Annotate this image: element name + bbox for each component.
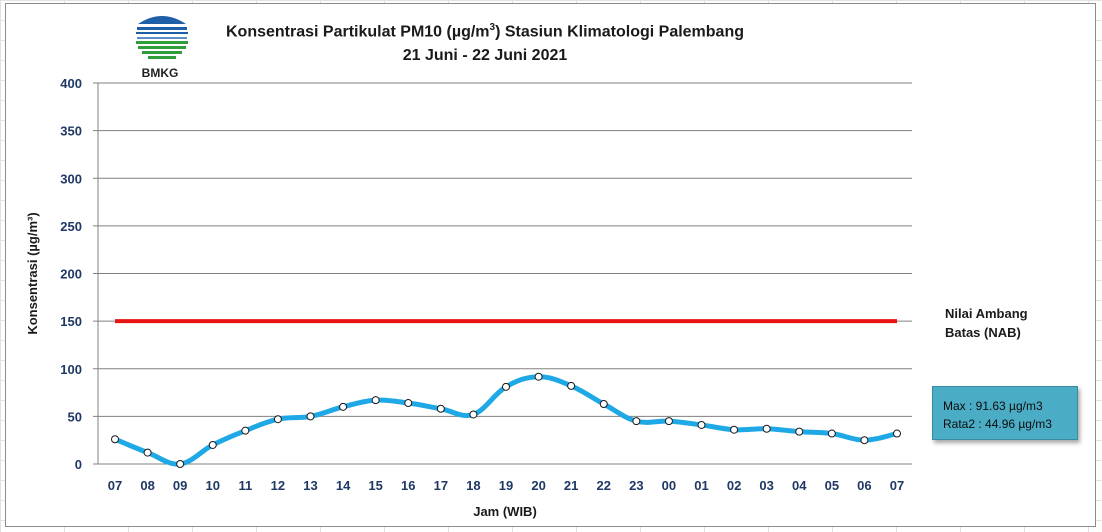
x-tick-label: 14 (336, 478, 351, 493)
title-tail: ) Stasiun Klimatologi Palembang (495, 23, 744, 41)
data-point (241, 426, 250, 435)
y-tick-label: 0 (75, 457, 82, 472)
y-tick-label: 300 (60, 171, 82, 186)
data-point (534, 372, 543, 381)
data-point (306, 412, 315, 421)
logo-text: BMKG (141, 66, 179, 80)
data-point (632, 417, 641, 426)
stats-box: Max : 91.63 µg/m3 Rata2 : 44.96 µg/m3 (932, 386, 1078, 440)
data-point (371, 396, 380, 405)
data-point (176, 460, 185, 468)
x-tick-label: 07 (108, 478, 122, 493)
data-point (827, 429, 836, 438)
title-superscript: 3 (489, 22, 496, 33)
chart-subtitle: 21 Juni - 22 Juni 2021 (402, 47, 568, 64)
data-point (860, 436, 869, 445)
data-point (730, 425, 739, 434)
title-main: Konsentrasi Partikulat PM10 (µg/m (226, 23, 490, 41)
x-tick-label: 22 (597, 478, 611, 493)
y-tick-label: 200 (60, 267, 82, 282)
data-point (339, 402, 348, 411)
x-tick-label: 11 (238, 478, 252, 493)
y-tick-label: 150 (60, 314, 82, 329)
x-tick-label: 07 (890, 478, 904, 493)
x-tick-label: 16 (401, 478, 415, 493)
y-tick-label: 50 (68, 409, 82, 424)
nab-label-line1: Nilai Ambang (945, 306, 1028, 321)
data-point (111, 435, 119, 444)
nab-label-line2: Batas (NAB) (945, 325, 1021, 340)
x-tick-label: 20 (531, 478, 545, 493)
data-point (502, 382, 510, 391)
data-point (697, 420, 706, 429)
data-point (208, 440, 217, 449)
data-point (469, 410, 478, 419)
average-value-text: Rata2 : 44.96 µg/m3 (943, 417, 1052, 431)
data-point (273, 415, 282, 424)
y-tick-label: 350 (60, 124, 82, 139)
x-tick-label: 13 (303, 478, 317, 493)
x-tick-label: 01 (694, 478, 708, 493)
x-tick-label: 12 (271, 478, 285, 493)
x-tick-label: 18 (466, 478, 480, 493)
x-tick-label: 08 (140, 478, 154, 493)
data-point (143, 448, 152, 457)
nab-label: Nilai Ambang Batas (NAB) (945, 304, 1065, 342)
x-tick-label: 15 (368, 478, 382, 493)
x-tick-label: 21 (564, 478, 578, 493)
x-tick-label: 23 (629, 478, 643, 493)
data-point (599, 399, 608, 408)
y-tick-label: 400 (60, 76, 82, 91)
chart-title: Konsentrasi Partikulat PM10 (µg/m3) Stas… (0, 22, 1036, 41)
x-tick-label: 09 (173, 478, 187, 493)
bmkg-logo (130, 10, 194, 84)
x-tick-label: 17 (434, 478, 448, 493)
max-value-text: Max : 91.63 µg/m3 (943, 399, 1043, 413)
x-tick-label: 06 (857, 478, 871, 493)
y-axis-label: Konsentrasi (µg/m³) (25, 212, 40, 334)
x-axis-label: Jam (WIB) (473, 504, 537, 519)
x-tick-label: 00 (662, 478, 676, 493)
x-tick-label: 05 (825, 478, 839, 493)
data-point (436, 404, 445, 413)
chart-area (5, 3, 1096, 527)
y-tick-label: 250 (60, 219, 82, 234)
data-point (664, 417, 673, 426)
x-tick-label: 04 (792, 478, 807, 493)
data-point (795, 427, 804, 436)
y-tick-label: 100 (60, 362, 82, 377)
x-tick-label: 03 (759, 478, 773, 493)
x-tick-label: 10 (206, 478, 220, 493)
data-point (567, 381, 576, 390)
data-point (893, 429, 901, 438)
data-point (762, 424, 771, 433)
x-tick-label: 02 (727, 478, 741, 493)
x-tick-label: 19 (499, 478, 513, 493)
data-point (404, 399, 413, 408)
